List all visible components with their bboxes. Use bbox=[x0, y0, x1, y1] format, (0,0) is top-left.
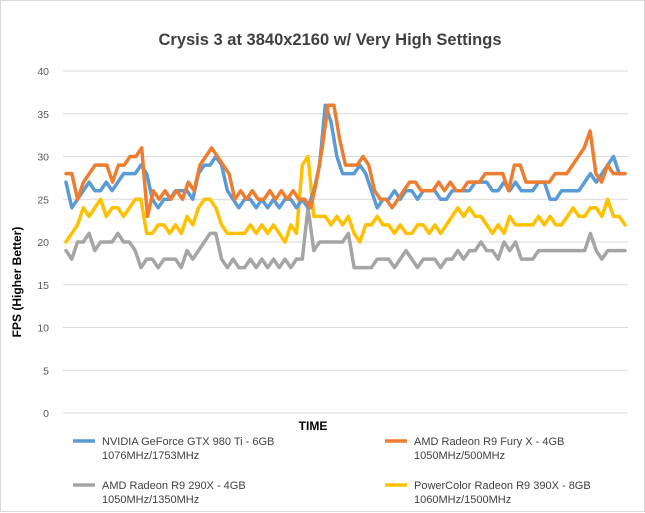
y-tick-label: 0 bbox=[43, 408, 49, 420]
x-axis-title: TIME bbox=[299, 419, 328, 433]
y-tick-label: 25 bbox=[37, 194, 49, 206]
y-tick-label: 40 bbox=[37, 66, 49, 78]
chart-title: Crysis 3 at 3840x2160 w/ Very High Setti… bbox=[158, 31, 501, 49]
legend-label-0: 1076MHz/1753MHz bbox=[102, 450, 199, 462]
series-line-0 bbox=[64, 103, 627, 210]
y-tick-label: 5 bbox=[43, 365, 49, 377]
legend-label-1: AMD Radeon R9 Fury X - 4GB bbox=[414, 436, 564, 448]
y-tick-labels: 0 5 10 15 20 25 30 35 40 bbox=[37, 66, 49, 420]
y-tick-label: 20 bbox=[37, 237, 49, 249]
legend-label-0: NVIDIA GeForce GTX 980 Ti - 6GB bbox=[102, 436, 274, 448]
series-line-2 bbox=[64, 206, 627, 270]
y-tick-label: 30 bbox=[37, 152, 49, 164]
gridlines bbox=[63, 70, 628, 414]
series-line-3 bbox=[64, 154, 627, 244]
legend-label-3: PowerColor Radeon R9 390X - 8GB bbox=[414, 480, 591, 492]
y-tick-label: 15 bbox=[37, 280, 49, 292]
legend-label-2: 1050MHz/1350MHz bbox=[102, 494, 199, 506]
series-lines bbox=[64, 103, 627, 270]
y-tick-label: 35 bbox=[37, 109, 49, 121]
series-line-1 bbox=[64, 103, 627, 219]
legend-label-2: AMD Radeon R9 290X - 4GB bbox=[102, 480, 246, 492]
legend-label-3: 1060MHz/1500MHz bbox=[414, 494, 511, 506]
y-axis-title: FPS (Higher Better) bbox=[10, 227, 24, 338]
y-tick-label: 10 bbox=[37, 323, 49, 335]
legend-label-1: 1050MHz/500MHz bbox=[414, 450, 505, 462]
legend: NVIDIA GeForce GTX 980 Ti - 6GB 1076MHz/1… bbox=[73, 436, 591, 506]
